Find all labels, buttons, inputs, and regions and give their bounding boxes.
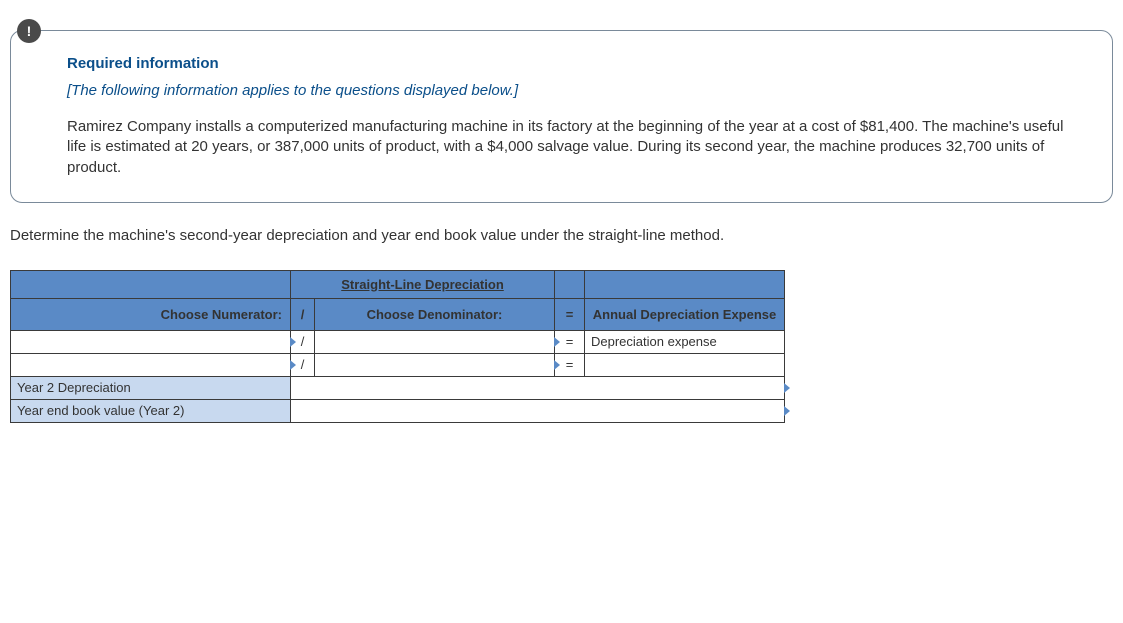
required-info-subtitle: [The following information applies to th… xyxy=(67,82,1072,99)
header-divider: / xyxy=(291,298,315,330)
numerator-input[interactable] xyxy=(11,330,291,353)
depreciation-table: Straight-Line Depreciation Choose Numera… xyxy=(10,270,785,423)
numerator-input[interactable] xyxy=(11,353,291,376)
table-title: Straight-Line Depreciation xyxy=(291,270,555,298)
required-info-title: Required information xyxy=(67,55,1072,72)
denominator-input[interactable] xyxy=(315,330,555,353)
calc-row: / = xyxy=(11,353,785,376)
dropdown-icon xyxy=(784,406,790,416)
required-info-body: Ramirez Company installs a computerized … xyxy=(67,117,1072,178)
header-result: Annual Depreciation Expense xyxy=(585,298,785,330)
result-cell: Depreciation expense xyxy=(585,330,785,353)
dropdown-icon xyxy=(554,337,560,347)
header-equals: = xyxy=(555,298,585,330)
result-value: Depreciation expense xyxy=(591,334,717,349)
question-text: Determine the machine's second-year depr… xyxy=(10,227,1113,244)
header-blank-right xyxy=(585,270,785,298)
header-numerator: Choose Numerator: xyxy=(11,298,291,330)
year-end-book-value-label: Year end book value (Year 2) xyxy=(11,399,291,422)
header-blank-left xyxy=(11,270,291,298)
year-end-book-value-input[interactable] xyxy=(291,399,785,422)
dropdown-icon xyxy=(554,360,560,370)
header-numerator-text: Choose Numerator: xyxy=(161,307,282,322)
required-info-box: ! Required information [The following in… xyxy=(10,30,1113,203)
dropdown-icon xyxy=(290,337,296,347)
year2-depreciation-input[interactable] xyxy=(291,376,785,399)
header-denominator: Choose Denominator: xyxy=(315,298,555,330)
label-row: Year end book value (Year 2) xyxy=(11,399,785,422)
dropdown-icon xyxy=(290,360,296,370)
year2-depreciation-label: Year 2 Depreciation xyxy=(11,376,291,399)
denominator-input[interactable] xyxy=(315,353,555,376)
calc-row: / = Depreciation expense xyxy=(11,330,785,353)
info-badge-icon: ! xyxy=(17,19,41,43)
dropdown-icon xyxy=(784,383,790,393)
result-input[interactable] xyxy=(585,353,785,376)
label-row: Year 2 Depreciation xyxy=(11,376,785,399)
header-blank-eq xyxy=(555,270,585,298)
